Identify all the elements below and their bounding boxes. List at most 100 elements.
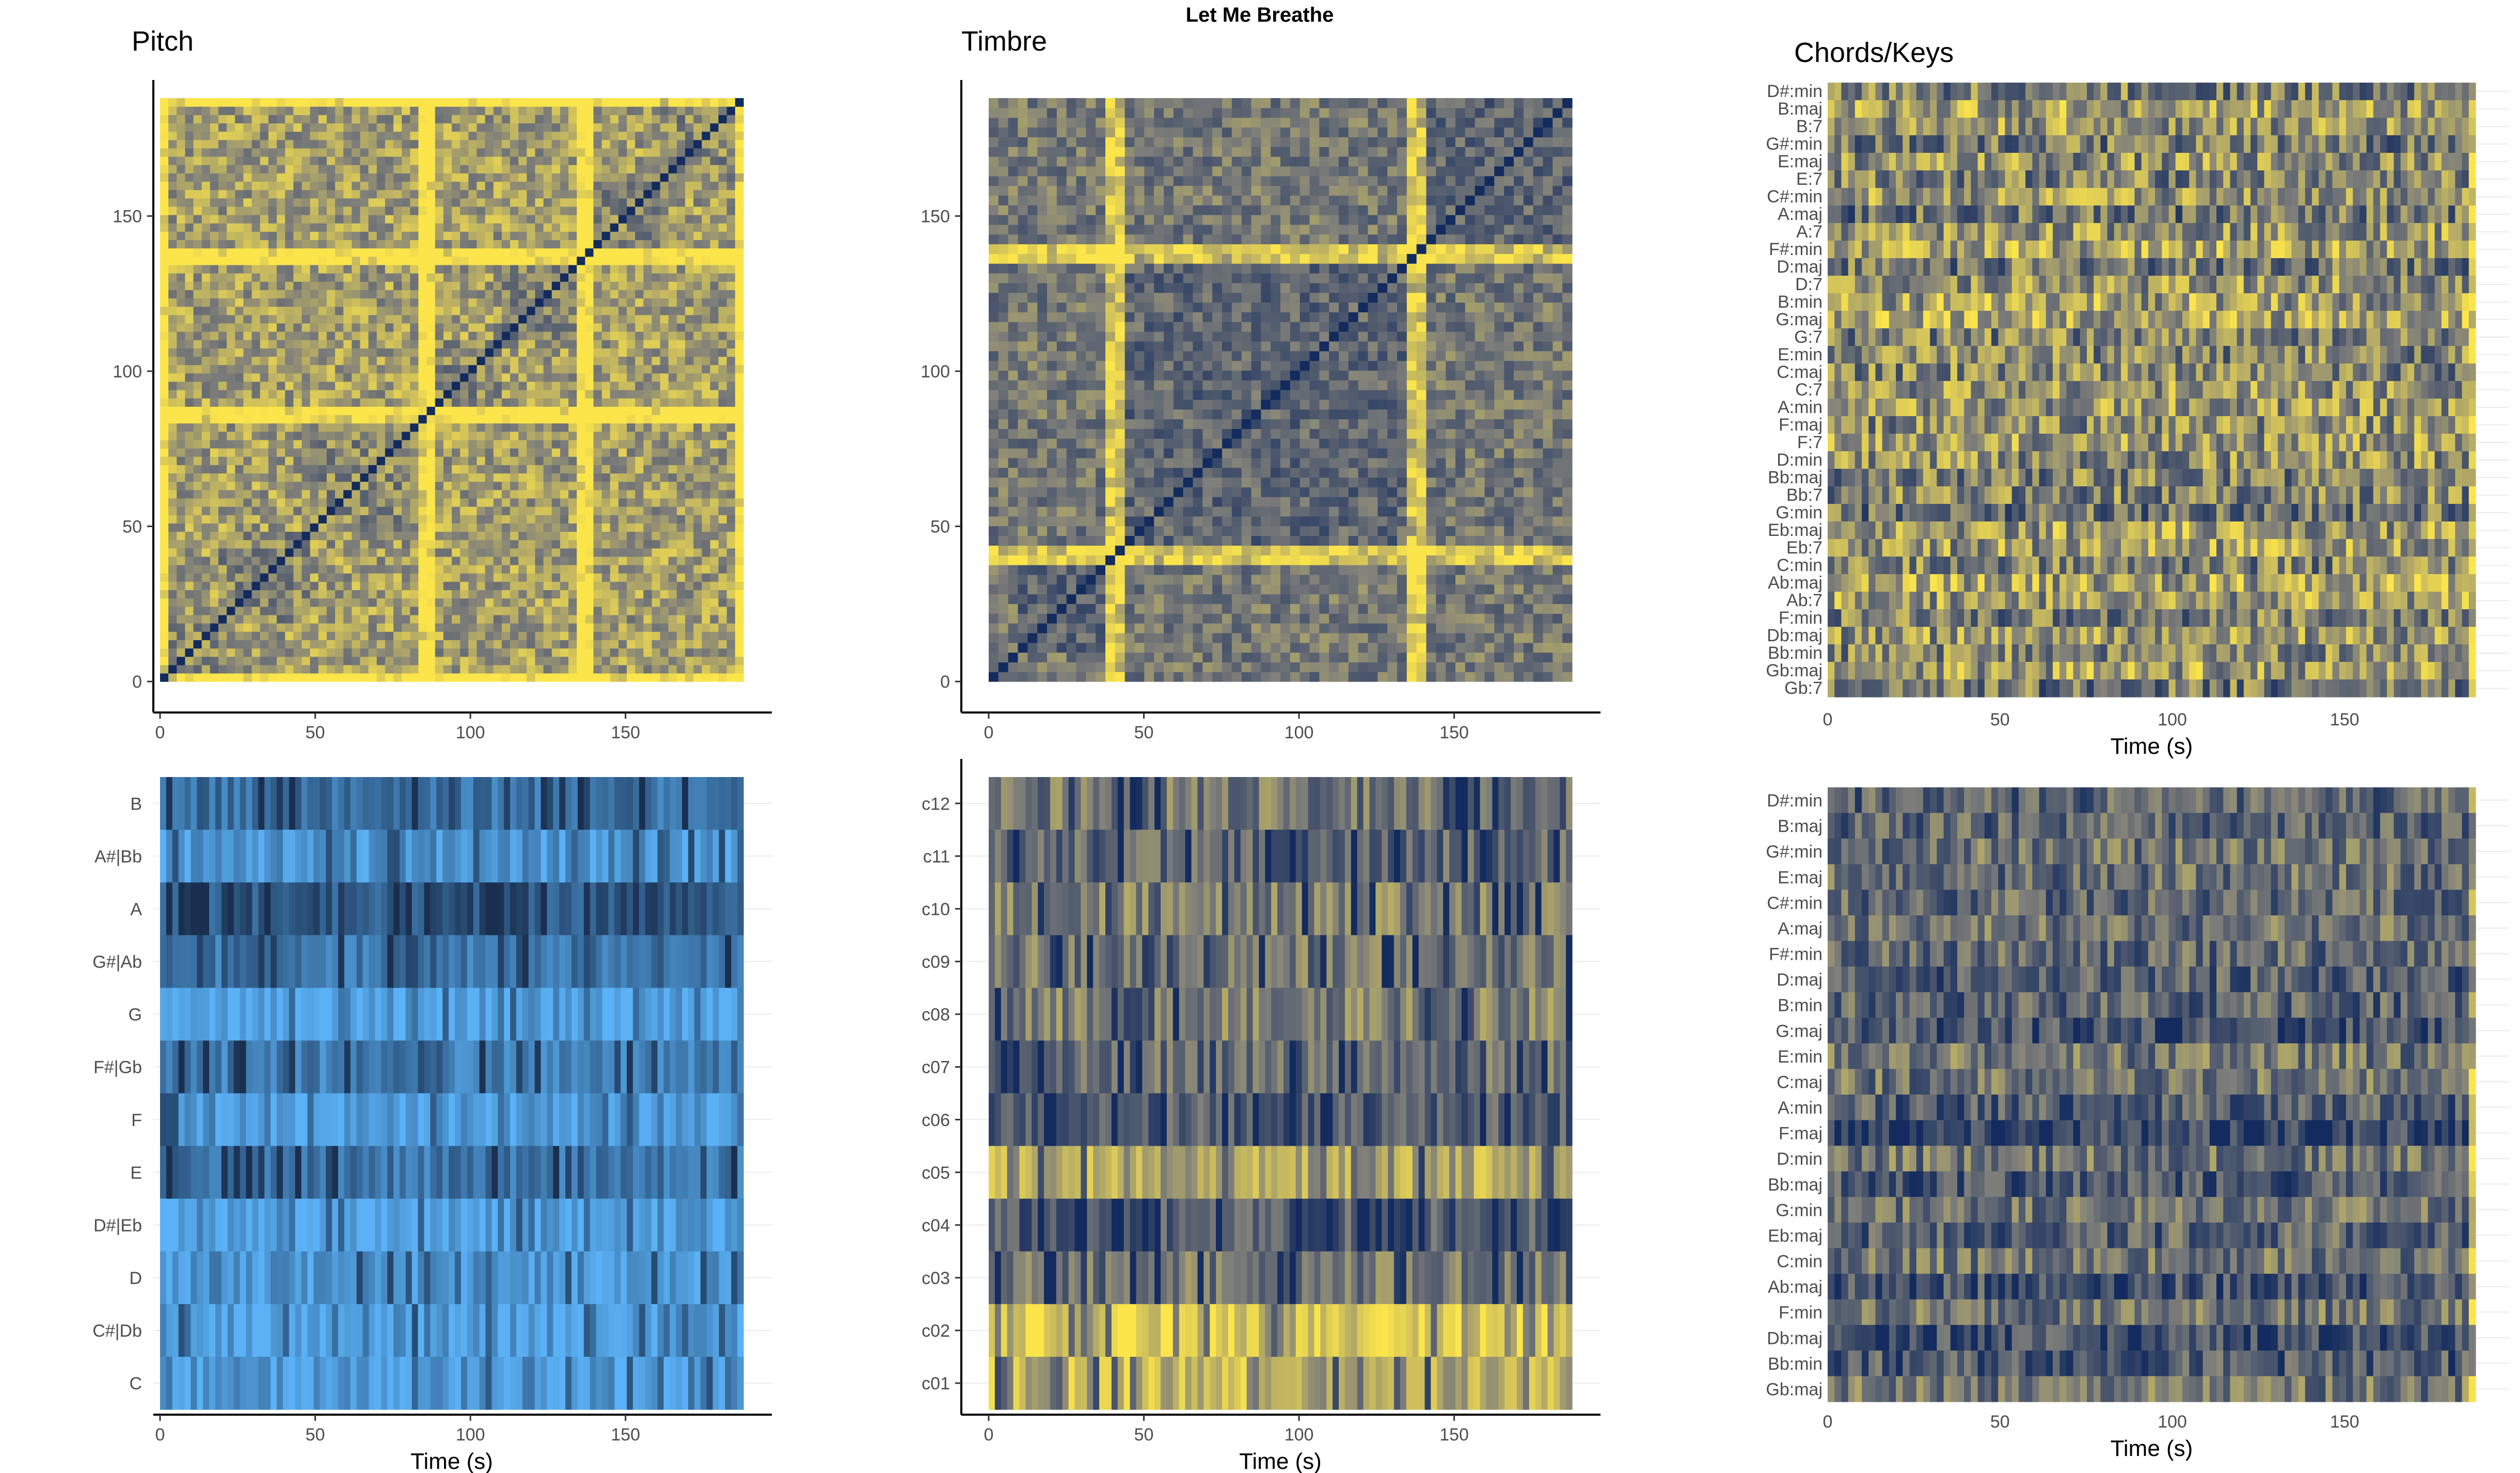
heatmap-cell [660, 598, 669, 607]
heatmap-cell [435, 465, 444, 474]
heatmap-cell [410, 365, 419, 374]
heatmap-cell [343, 656, 352, 666]
heatmap-cell [668, 365, 677, 374]
heatmap-cell [510, 473, 519, 482]
heatmap-cell [577, 340, 585, 349]
heatmap-cell [251, 573, 261, 582]
heatmap-cell [577, 431, 585, 440]
heatmap-cell [443, 306, 452, 315]
heatmap-cell [177, 165, 186, 173]
heatmap-cell [302, 123, 311, 132]
heatmap-cell [551, 231, 561, 241]
heatmap-cell [485, 331, 494, 340]
heatmap-cell [260, 614, 269, 624]
heatmap-cell [210, 148, 219, 157]
heatmap-cell [989, 195, 999, 205]
heatmap-cell [293, 198, 303, 207]
heatmap-cell [676, 181, 686, 191]
heatmap-cell [685, 406, 694, 416]
heatmap-cell [652, 139, 661, 149]
heatmap-cell [560, 381, 569, 390]
heatmap-cell [668, 614, 677, 624]
heatmap-cell [160, 181, 169, 191]
heatmap-cell [227, 448, 235, 457]
heatmap-cell [185, 481, 194, 490]
heatmap-cell [702, 373, 711, 382]
heatmap-cell [360, 323, 369, 332]
heatmap-cell [185, 273, 194, 282]
heatmap-cell [551, 148, 561, 157]
heatmap-cell [551, 298, 561, 307]
heatmap-cell [460, 156, 469, 165]
heatmap-cell [402, 348, 410, 357]
heatmap-cell [568, 381, 577, 390]
heatmap-cell [326, 515, 336, 524]
heatmap-cell [418, 423, 427, 432]
heatmap-cell [177, 206, 186, 215]
heatmap-cell [435, 398, 444, 407]
heatmap-cell [735, 673, 744, 682]
heatmap-cell [510, 531, 519, 541]
heatmap-cell [260, 198, 269, 207]
heatmap-cell [693, 298, 702, 307]
heatmap-cell [543, 614, 552, 624]
heatmap-cell [385, 598, 394, 607]
heatmap-cell [501, 215, 511, 224]
heatmap-cell [610, 248, 619, 257]
heatmap-cell [643, 515, 653, 524]
heatmap-cell [235, 598, 244, 607]
heatmap-cell [468, 548, 478, 557]
heatmap-cell [243, 323, 252, 332]
heatmap-cell [718, 481, 727, 490]
heatmap-cell [210, 381, 219, 390]
heatmap-cell [201, 314, 211, 324]
heatmap-cell [527, 206, 536, 215]
heatmap-cell [277, 598, 286, 607]
heatmap-cell [243, 390, 252, 399]
heatmap-cell [435, 323, 444, 332]
heatmap-cell [485, 264, 494, 274]
heatmap-cell [168, 423, 177, 432]
heatmap-cell [210, 365, 219, 374]
heatmap-cell [718, 181, 727, 191]
heatmap-cell [477, 365, 486, 374]
heatmap-cell [310, 515, 319, 524]
heatmap-cell [443, 198, 452, 207]
heatmap-cell [585, 423, 594, 432]
heatmap-cell [277, 556, 286, 565]
heatmap-cell [468, 123, 478, 132]
heatmap-cell [310, 540, 319, 549]
heatmap-cell [310, 356, 319, 366]
heatmap-cell [201, 556, 211, 565]
heatmap-cell [326, 473, 336, 482]
heatmap-cell [493, 489, 502, 499]
heatmap-cell [426, 365, 436, 374]
heatmap-cell [227, 406, 235, 416]
heatmap-cell [443, 506, 452, 515]
heatmap-cell [568, 556, 577, 565]
heatmap-cell [468, 581, 478, 591]
heatmap-cell [310, 489, 319, 499]
heatmap-cell [318, 498, 327, 507]
heatmap-cell [485, 640, 494, 649]
heatmap-cell [393, 465, 402, 474]
heatmap-cell [201, 165, 211, 173]
heatmap-cell [318, 106, 327, 115]
heatmap-cell [326, 381, 336, 390]
heatmap-cell [643, 540, 653, 549]
heatmap-cell [460, 598, 469, 607]
heatmap-cell [352, 323, 361, 332]
heatmap-cell [501, 340, 511, 349]
heatmap-cell [193, 664, 202, 674]
heatmap-cell [618, 606, 627, 615]
heatmap-cell [293, 123, 303, 132]
heatmap-cell [493, 398, 502, 407]
heatmap-cell [285, 590, 294, 599]
heatmap-cell [685, 565, 694, 574]
heatmap-cell [627, 606, 636, 615]
heatmap-cell [177, 306, 186, 315]
heatmap-cell [160, 223, 169, 232]
heatmap-cell [577, 290, 585, 299]
heatmap-cell [460, 398, 469, 407]
heatmap-cell [702, 314, 711, 324]
